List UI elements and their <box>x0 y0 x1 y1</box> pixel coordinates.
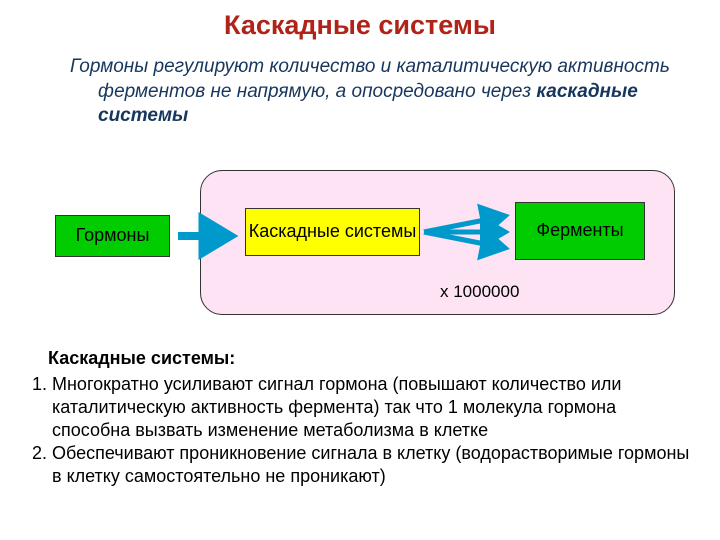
cascade-label: Каскадные системы <box>249 222 417 242</box>
list-item: Обеспечивают проникновение сигнала в кле… <box>52 442 690 488</box>
enzymes-label: Ферменты <box>536 221 623 241</box>
hormones-label: Гормоны <box>76 226 150 246</box>
list-item: Многократно усиливают сигнал гормона (по… <box>52 373 690 442</box>
subtitle: Гормоны регулируют количество и каталити… <box>40 55 680 129</box>
list-heading: Каскадные системы: <box>48 348 235 369</box>
box-enzymes: Ферменты <box>515 202 645 260</box>
box-cascade: Каскадные системы <box>245 208 420 256</box>
page-title: Каскадные системы <box>0 10 720 41</box>
multiplier-label: х 1000000 <box>440 282 519 302</box>
bullet-list: Многократно усиливают сигнал гормона (по… <box>20 373 690 488</box>
diagram: Гормоны Каскадные системы Ферменты х 100… <box>0 160 720 330</box>
box-hormones: Гормоны <box>55 215 170 257</box>
